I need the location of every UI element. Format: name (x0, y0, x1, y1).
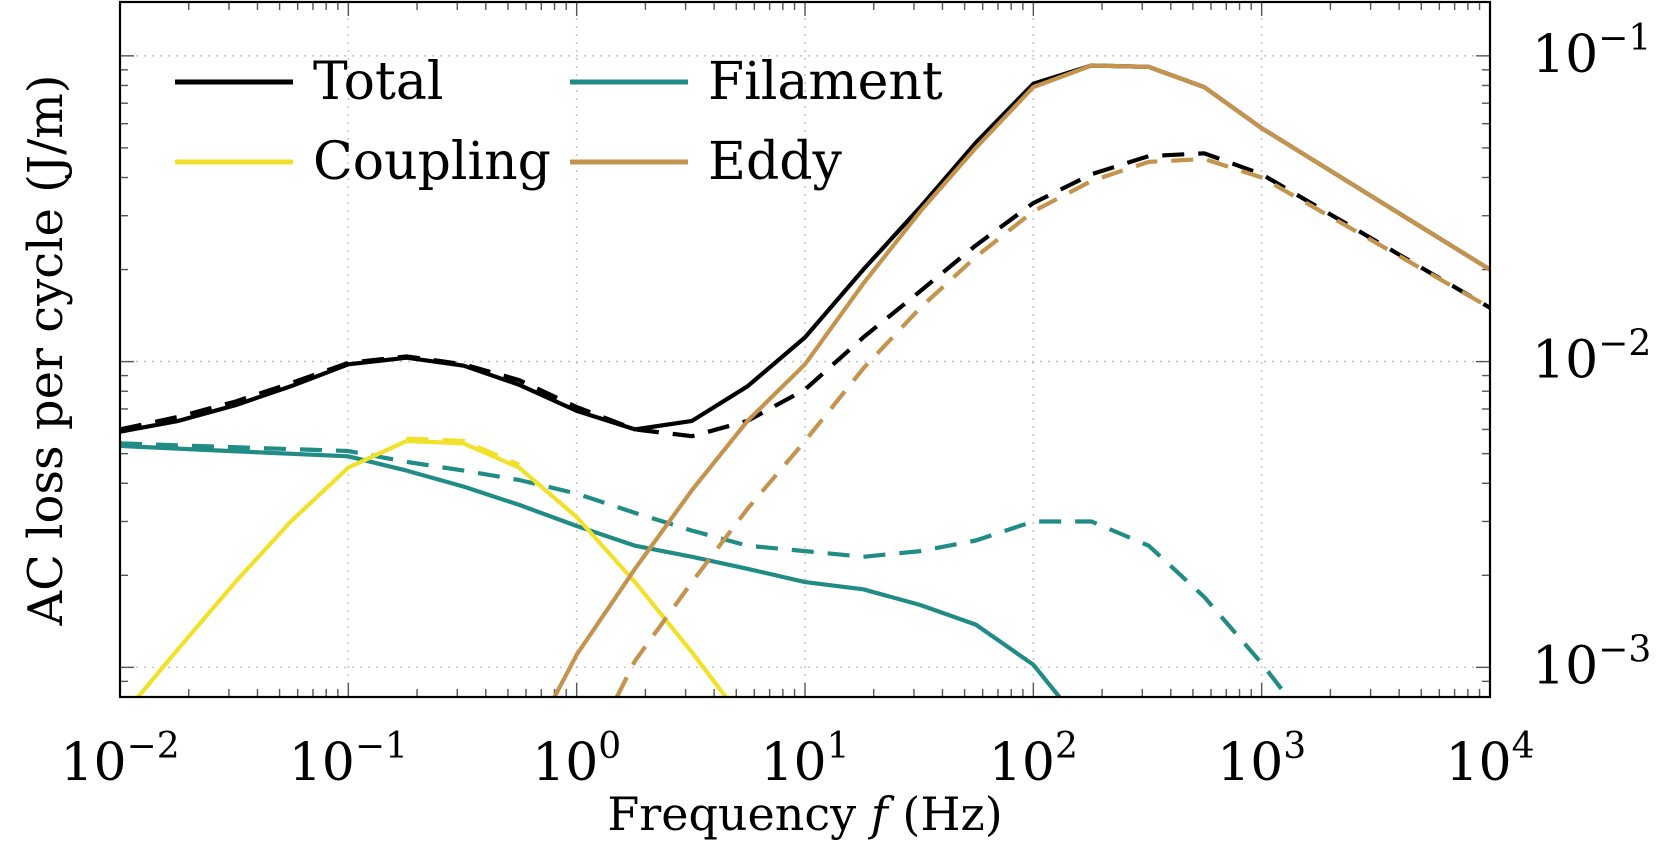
y-tick-label-2: 10−3 (1532, 629, 1651, 696)
series-total-dashed-line (120, 151, 1490, 439)
series-coupling-dashed-line (406, 436, 521, 467)
x-tick-label-4: 102 (989, 726, 1078, 793)
series-filament-dashed-line (120, 441, 1290, 697)
x-tick-label-5: 103 (1217, 726, 1306, 793)
legend-label-eddy: Eddy (708, 132, 843, 192)
x-tick-label-1: 10−1 (289, 726, 408, 793)
series-filament-solid-line (120, 443, 1062, 697)
x-tick-label-3: 101 (760, 726, 849, 793)
x-tick-label-2: 100 (532, 726, 621, 793)
y-tick-labels: 10−1 10−2 10−3 (1532, 18, 1651, 697)
series-eddy-solid-line (552, 63, 1490, 697)
x-tick-label-0: 10−2 (60, 726, 179, 793)
series-eddy-dashed-line (615, 156, 1490, 697)
y-axis-label: AC loss per cycle (J/m) (18, 74, 74, 626)
plot-series (120, 63, 1490, 697)
series-coupling-solid-line (136, 438, 728, 697)
x-tick-label-6: 104 (1445, 726, 1534, 793)
legend-label-coupling: Coupling (313, 132, 551, 192)
x-tick-labels: 10−2 10−1 100 101 102 103 104 (60, 726, 1534, 793)
legend: Total Filament Coupling Eddy (175, 52, 943, 192)
x-axis-label: Frequency f (Hz) (607, 787, 1002, 841)
y-tick-label-1: 10−2 (1532, 324, 1651, 391)
series-total-solid-line (120, 63, 1490, 434)
plot-frame (118, 0, 1492, 699)
legend-label-total: Total (313, 52, 443, 112)
legend-label-filament: Filament (708, 52, 943, 112)
y-tick-label-0: 10−1 (1532, 18, 1651, 85)
